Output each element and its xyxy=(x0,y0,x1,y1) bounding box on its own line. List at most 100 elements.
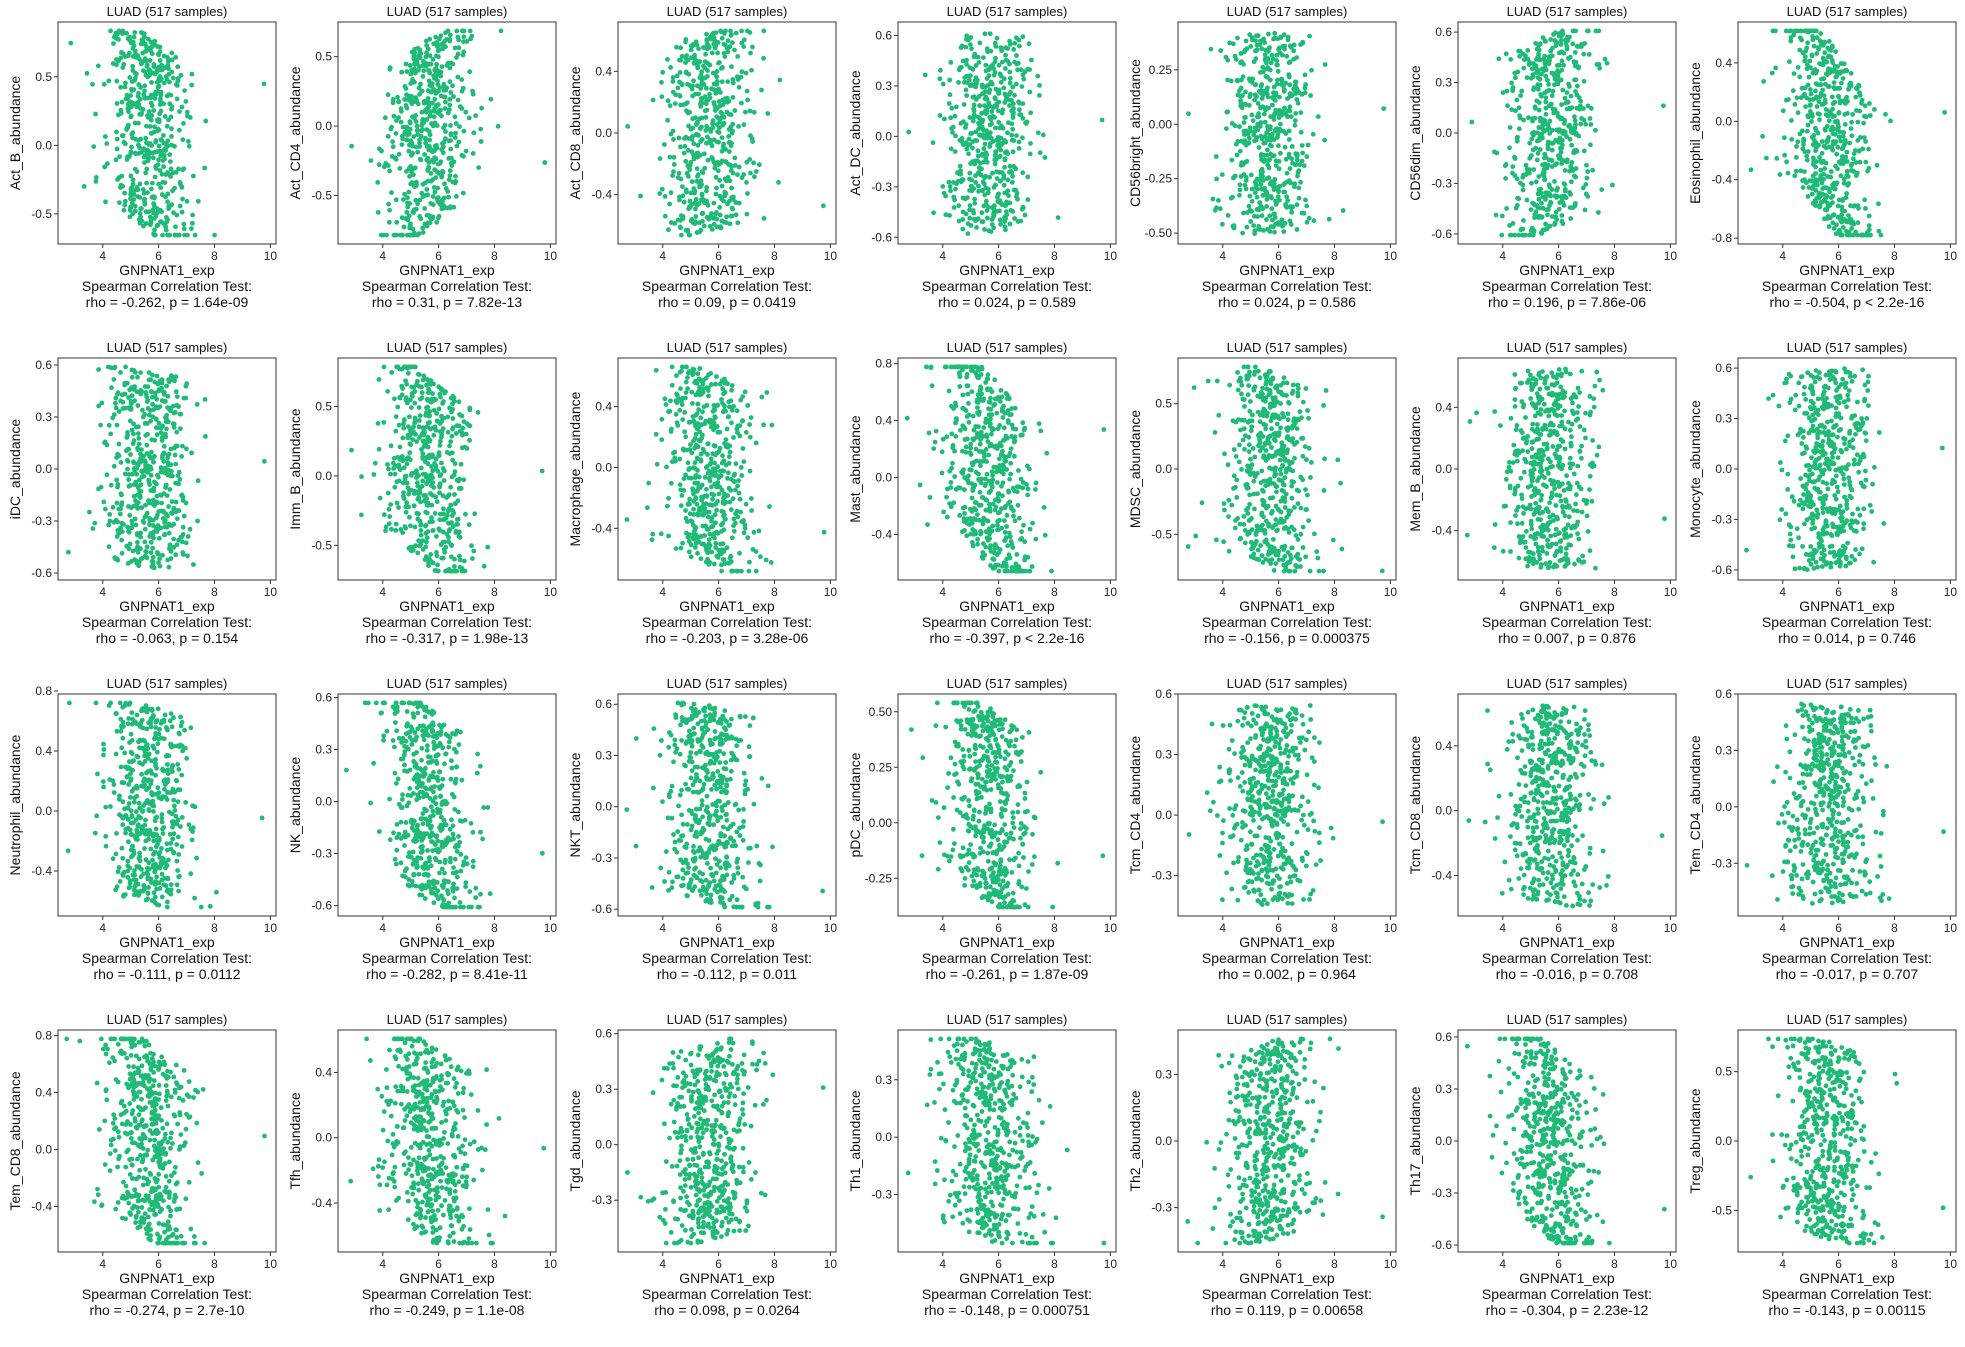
y-tick-label: 0.00 xyxy=(1149,117,1173,131)
data-point xyxy=(955,170,960,176)
data-point xyxy=(457,553,462,559)
data-point xyxy=(428,491,433,496)
data-point xyxy=(1794,95,1800,101)
data-point xyxy=(135,431,141,436)
data-point xyxy=(688,47,694,53)
data-point xyxy=(190,212,196,218)
data-point xyxy=(709,36,715,42)
data-point xyxy=(1794,144,1799,149)
data-point xyxy=(683,69,689,75)
data-point xyxy=(1276,143,1281,149)
data-point xyxy=(1276,166,1282,172)
scatter-panel: LUAD (517 samples) 4 6 8 10 -0.5 0.0 0.5 Imm_B_a… xyxy=(286,338,566,674)
data-point xyxy=(407,142,412,148)
data-point xyxy=(152,227,157,233)
data-point xyxy=(151,64,157,69)
data-point xyxy=(953,186,958,192)
data-point xyxy=(964,146,970,152)
data-point xyxy=(1010,111,1016,117)
data-point xyxy=(705,514,711,520)
data-point xyxy=(1276,189,1281,195)
data-point xyxy=(164,426,169,432)
data-point xyxy=(409,99,415,105)
data-point xyxy=(1022,69,1028,75)
data-point xyxy=(399,69,405,75)
data-point xyxy=(1517,113,1522,119)
data-point xyxy=(389,154,395,159)
data-point xyxy=(1264,204,1270,209)
data-point xyxy=(171,505,177,511)
data-point xyxy=(1773,28,1778,34)
data-point xyxy=(412,420,417,426)
data-point xyxy=(1868,232,1873,238)
data-point xyxy=(735,220,741,226)
data-point xyxy=(130,522,135,527)
data-point xyxy=(157,378,163,384)
data-point xyxy=(682,143,688,149)
data-point xyxy=(1798,35,1803,41)
data-point xyxy=(145,384,151,390)
data-point xyxy=(1878,232,1884,238)
data-point xyxy=(980,179,986,185)
data-point xyxy=(702,94,708,99)
data-point xyxy=(739,28,744,34)
y-tick-label: -0.4 xyxy=(1711,173,1732,187)
data-point xyxy=(1218,48,1224,54)
data-point xyxy=(116,441,122,447)
data-point xyxy=(1261,36,1266,42)
data-point xyxy=(406,491,412,497)
data-point xyxy=(670,173,675,179)
data-point xyxy=(161,443,167,449)
data-point xyxy=(406,213,412,219)
data-point xyxy=(131,87,137,92)
data-point xyxy=(159,150,164,155)
data-point xyxy=(165,54,170,60)
data-point xyxy=(1857,148,1862,154)
data-point xyxy=(386,201,391,207)
data-point xyxy=(1821,176,1826,182)
data-point xyxy=(106,544,112,550)
data-point xyxy=(157,563,163,569)
data-point xyxy=(1269,195,1274,201)
data-point xyxy=(776,180,781,185)
points-group xyxy=(906,31,1105,237)
data-point xyxy=(1252,190,1258,196)
scatter-svg: LUAD (517 samples)4 6 8 10-0.6-0.30.00.30.6… xyxy=(847,4,1117,310)
data-point xyxy=(1844,149,1850,155)
data-point xyxy=(1596,28,1602,34)
data-point xyxy=(145,154,151,160)
data-point xyxy=(1844,232,1850,238)
data-point xyxy=(119,50,124,55)
data-point xyxy=(406,545,412,551)
data-point xyxy=(1866,213,1872,219)
data-point xyxy=(1539,71,1544,77)
data-point xyxy=(1802,58,1807,64)
data-point xyxy=(136,120,141,126)
data-point xyxy=(1288,114,1294,119)
data-point xyxy=(1567,205,1573,211)
y-axis-label: CD56dim_abundance xyxy=(1407,65,1423,201)
data-point xyxy=(449,163,455,169)
data-point xyxy=(1275,77,1280,83)
data-point xyxy=(1289,156,1294,162)
data-point xyxy=(1264,176,1270,181)
data-point xyxy=(1841,176,1847,182)
data-point xyxy=(145,470,151,475)
data-point xyxy=(719,135,725,141)
x-tick-label: 6 xyxy=(1555,249,1562,263)
data-point xyxy=(1569,179,1574,185)
test-label: Spearman Correlation Test: xyxy=(82,278,252,294)
points-group xyxy=(624,364,827,574)
data-point xyxy=(1851,169,1856,174)
data-point xyxy=(985,190,991,196)
data-point xyxy=(1559,38,1564,43)
data-point xyxy=(1300,40,1305,46)
data-point xyxy=(1284,204,1290,210)
data-point xyxy=(160,232,165,238)
data-point xyxy=(164,123,170,129)
data-point xyxy=(702,533,707,538)
data-point xyxy=(713,174,719,180)
data-point xyxy=(1240,230,1245,236)
data-point xyxy=(978,160,983,166)
data-point xyxy=(420,127,425,133)
